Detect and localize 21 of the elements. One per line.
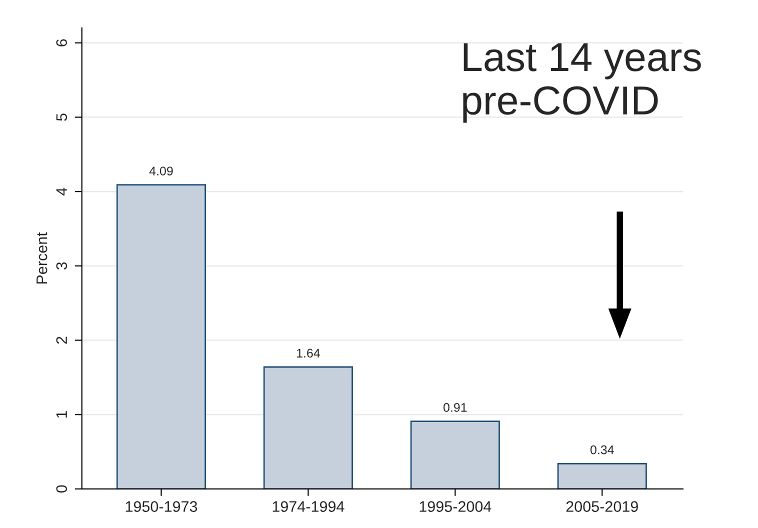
- x-tick-label: 2005-2019: [566, 501, 638, 512]
- x-tick-label: 1950-1973: [126, 501, 198, 512]
- bar: [557, 462, 647, 489]
- y-tick-label: 1: [56, 411, 67, 418]
- y-tick-label: 4: [56, 188, 67, 196]
- data-label: 4.09: [149, 166, 173, 176]
- y-axis-title: Percent: [36, 232, 48, 284]
- y-tick-label: 2: [56, 336, 67, 344]
- bar: [116, 184, 206, 489]
- y-tick-label: 0: [56, 485, 68, 493]
- y-tick-label: 3: [56, 262, 68, 270]
- bar: [410, 420, 500, 489]
- data-label: 0.91: [443, 403, 467, 412]
- data-label: 0.34: [590, 445, 614, 454]
- y-tick-label: 6: [56, 39, 68, 46]
- bar: [263, 366, 353, 489]
- annotation: Last 14 years pre-COVID: [463, 43, 701, 123]
- x-tick-label: 1995-2004: [420, 501, 492, 512]
- data-label: 1.64: [296, 348, 320, 358]
- y-tick-label: 5: [56, 114, 68, 121]
- x-tick-label: 1974-1994: [272, 501, 344, 512]
